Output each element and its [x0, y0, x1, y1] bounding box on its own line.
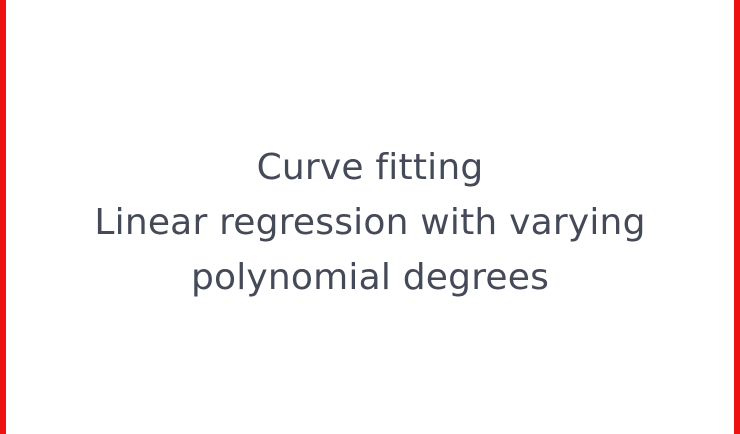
caption-line-subtitle-1: Linear regression with varying: [94, 202, 646, 243]
slide-caption: Curve fitting Linear regression with var…: [0, 140, 740, 305]
left-border: [0, 0, 6, 434]
right-border: [734, 0, 740, 434]
caption-line-title: Curve fitting: [256, 147, 484, 188]
caption-line-subtitle-2: polynomial degrees: [190, 257, 550, 298]
